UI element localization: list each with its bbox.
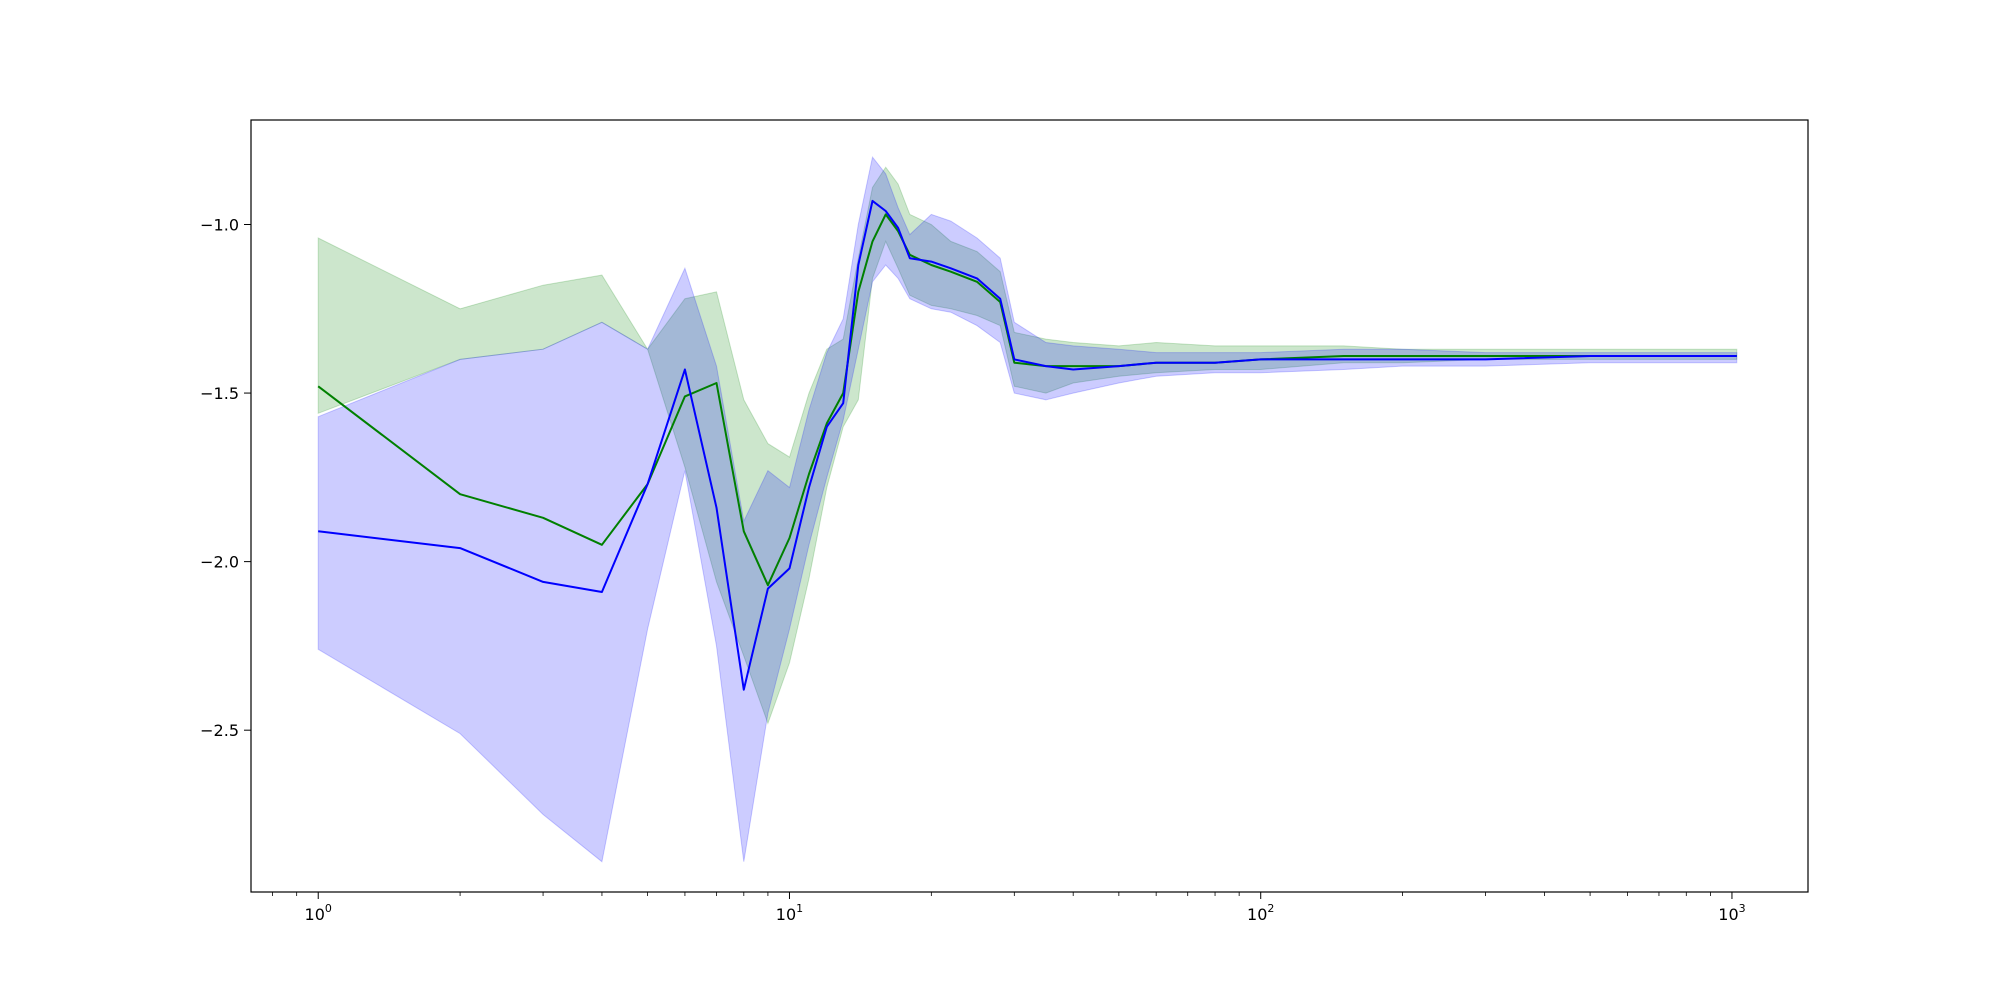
confidence-bands	[317, 155, 1738, 863]
x-tick-label: 100	[305, 902, 332, 924]
x-tick-label: 101	[776, 902, 803, 924]
y-tick-label: −1.0	[200, 216, 239, 235]
series-line-2	[318, 199, 1737, 691]
series-line-1	[317, 213, 1737, 587]
plot-frame	[250, 119, 1809, 893]
y-tick-label: −2.0	[200, 553, 239, 572]
y-tick-label: −2.5	[200, 721, 239, 740]
x-tick-base: 10	[1247, 905, 1267, 924]
x-tick-exponent: 0	[325, 902, 332, 915]
x-tick-exponent: 2	[1267, 902, 1274, 915]
x-tick-exponent: 1	[796, 902, 803, 915]
x-tick-exponent: 3	[1739, 902, 1746, 915]
x-tick-base: 10	[305, 905, 325, 924]
x-tick-base: 10	[776, 905, 796, 924]
confidence-band-2	[317, 155, 1738, 863]
x-tick-label: 102	[1247, 902, 1274, 924]
confidence-band-1	[317, 166, 1738, 725]
x-tick-label: 103	[1718, 902, 1745, 924]
x-tick-base: 10	[1718, 905, 1738, 924]
x-axis: 100 101 102 103	[272, 892, 1746, 924]
y-axis: −1.0 −1.5 −2.0 −2.5	[200, 216, 251, 740]
y-tick-label: −1.5	[200, 384, 239, 403]
series-lines	[317, 199, 1737, 691]
